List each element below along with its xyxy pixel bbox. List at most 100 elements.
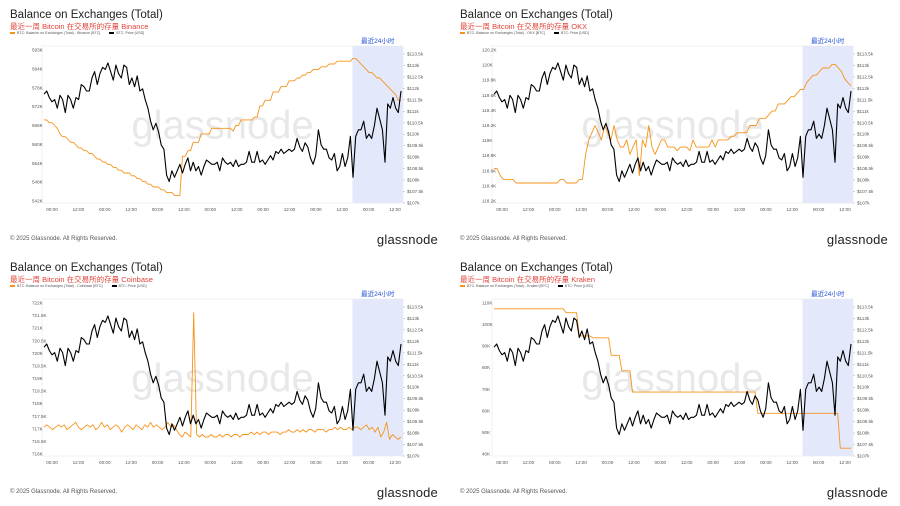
y-left-tick-label: 718K (32, 401, 44, 406)
y-right-tick-label: $110.5k (857, 120, 874, 125)
chart-plot: 最近24小时 glassnode 110K 100K 90K 80K 70K 60K 50K 40… (482, 289, 874, 465)
x-tick-label: 00:00 (760, 207, 772, 212)
y-right-tick-label: $113.5k (407, 305, 424, 310)
y-right-tick-label: $107.5k (407, 442, 424, 447)
brand-logo: glassnode (826, 485, 888, 500)
y-left-tick-label: 120K (482, 63, 494, 68)
y-right-tick-label: $110k (407, 132, 420, 137)
y-right-tick-label: $111k (857, 109, 870, 114)
y-right-tick-label: $113k (407, 316, 420, 321)
x-tick-label: 00:00 (310, 207, 322, 212)
legend-item-balance: BTC: Balance on Exchanges (Total) - Coin… (10, 284, 103, 288)
x-tick-label: 12:00 (336, 207, 348, 212)
y-right-tick-label: $107.5k (857, 189, 874, 194)
y-left-tick-label: 554K (32, 161, 44, 166)
y-right-tick-label: $109k (407, 155, 420, 160)
band-label: 最近24小时 (361, 36, 395, 45)
y-right-tick-label: $111.5k (857, 350, 873, 355)
y-right-tick-label: $113.5k (857, 305, 874, 310)
x-tick-label: 00:00 (496, 207, 508, 212)
y-left-tick-label: 542K (32, 199, 44, 204)
x-tick-label: 00:00 (813, 207, 825, 212)
y-left-tick-label: 110K (482, 301, 493, 306)
band-label: 最近24小时 (811, 289, 845, 298)
series-line-price (493, 315, 852, 436)
x-tick-label: 12:00 (125, 207, 137, 212)
legend-label: BTC: Balance on Exchanges (Total) - OKX … (467, 31, 545, 35)
y-right-tick-label: $112.5k (407, 74, 424, 79)
x-tick-label: 12:00 (284, 460, 296, 465)
chart-subtitle: 最近一周 Bitcoin 在交易所的存量 Coinbase (10, 275, 153, 284)
watermark: glassnode (131, 357, 313, 401)
recent-24h-band (802, 46, 853, 203)
y-left-tick-label: 119.2K (482, 123, 497, 128)
y-right-tick-label: $107k (857, 201, 870, 206)
y-left-tick-label: 722K (32, 301, 44, 306)
y-right-tick-label: $110k (407, 385, 420, 390)
x-tick-label: 12:00 (231, 207, 243, 212)
legend-item-price: BTC: Price [USD] (111, 284, 146, 288)
y-right-tick-label: $110k (857, 385, 870, 390)
copyright: © 2025 Glassnode. All Rights Reserved. (10, 236, 118, 242)
y-right-tick-label: $109k (407, 408, 420, 413)
y-right-tick-label: $111k (857, 362, 870, 367)
x-tick-label: 00:00 (363, 460, 375, 465)
x-tick-label: 00:00 (707, 460, 719, 465)
brand-logo: glassnode (376, 485, 438, 500)
x-tick-label: 12:00 (681, 207, 693, 212)
y-right-tick-label: $112k (857, 86, 870, 91)
series-line-price (493, 62, 852, 183)
y-right-tick-label: $113k (407, 63, 420, 68)
x-tick-label: 12:00 (734, 207, 746, 212)
legend-item-price: BTC: Price [USD] (109, 31, 144, 35)
y-right-tick-label: $108k (857, 178, 870, 183)
legend-item-price: BTC: Price [USD] (557, 284, 593, 288)
y-left-tick-label: 80K (482, 365, 491, 370)
x-tick-label: 12:00 (839, 460, 851, 465)
x-tick-label: 00:00 (655, 207, 667, 212)
y-right-tick-label: $109.5k (857, 143, 874, 148)
x-tick-label: 00:00 (205, 460, 217, 465)
x-tick-label: 12:00 (839, 207, 851, 212)
legend-swatch (460, 285, 465, 288)
x-tick-label: 00:00 (813, 460, 825, 465)
x-tick-label: 00:00 (99, 207, 111, 212)
y-left-tick-label: 717.5K (32, 414, 47, 419)
legend-label: BTC: Balance on Exchanges (Total) - Coin… (17, 284, 103, 288)
legend-item-price: BTC: Price [USD] (553, 31, 589, 35)
y-right-tick-label: $108k (407, 178, 420, 183)
y-right-tick-label: $112k (407, 86, 420, 91)
y-right-tick-label: $113k (857, 316, 870, 321)
chart-legend: BTC: Balance on Exchanges (Total) - OKX … (460, 31, 597, 35)
y-left-tick-label: 566K (32, 123, 44, 128)
x-tick-label: 00:00 (707, 207, 719, 212)
y-left-tick-label: 717K (32, 426, 44, 431)
x-tick-label: 12:00 (575, 207, 587, 212)
chart-title: Balance on Exchanges (Total) (460, 9, 613, 21)
plot-area (491, 298, 854, 457)
y-left-tick-label: 119K (482, 138, 493, 143)
copyright: © 2025 Glassnode. All Rights Reserved. (460, 236, 568, 242)
y-right-tick-label: $112.5k (857, 327, 874, 332)
chart-plot: 最近24小时 glassnode 722K 721.5K 721K 720.5K 720K 7… (32, 289, 424, 465)
x-tick-label: 00:00 (257, 207, 269, 212)
y-left-tick-label: 720.5K (32, 338, 47, 343)
y-left-tick-label: 721K (32, 326, 44, 331)
y-right-tick-label: $113k (857, 63, 870, 68)
y-right-tick-label: $108k (857, 431, 870, 436)
y-right-tick-label: $108.5k (857, 166, 874, 171)
y-left-tick-label: 716K (32, 452, 44, 457)
legend-label: BTC: Balance on Exchanges (Total) - Bina… (17, 31, 101, 35)
x-tick-label: 00:00 (602, 207, 614, 212)
legend-swatch (557, 285, 563, 288)
x-tick-label: 12:00 (284, 207, 296, 212)
y-left-tick-label: 118.4K (482, 183, 497, 188)
chart-legend: BTC: Balance on Exchanges (Total) - Bina… (10, 31, 152, 35)
y-right-tick-label: $111.5k (407, 97, 423, 102)
copyright: © 2025 Glassnode. All Rights Reserved. (10, 489, 118, 495)
legend-swatch (10, 285, 15, 288)
x-tick-label: 12:00 (125, 460, 137, 465)
x-tick-label: 12:00 (389, 460, 401, 465)
x-tick-label: 00:00 (760, 460, 772, 465)
y-left-tick-label: 548K (32, 180, 44, 185)
